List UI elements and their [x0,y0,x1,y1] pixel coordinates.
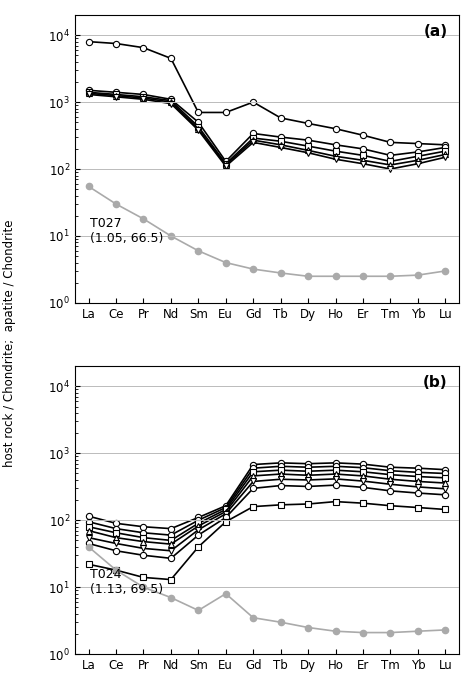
Text: (b): (b) [423,375,447,390]
Text: T027
(1.05, 66.5): T027 (1.05, 66.5) [90,216,164,245]
Text: T024
(1.13, 69.5): T024 (1.13, 69.5) [90,567,164,596]
Text: host rock / Chondrite;  apatite / Chondrite: host rock / Chondrite; apatite / Chondri… [3,220,16,467]
Text: (a): (a) [423,23,447,38]
